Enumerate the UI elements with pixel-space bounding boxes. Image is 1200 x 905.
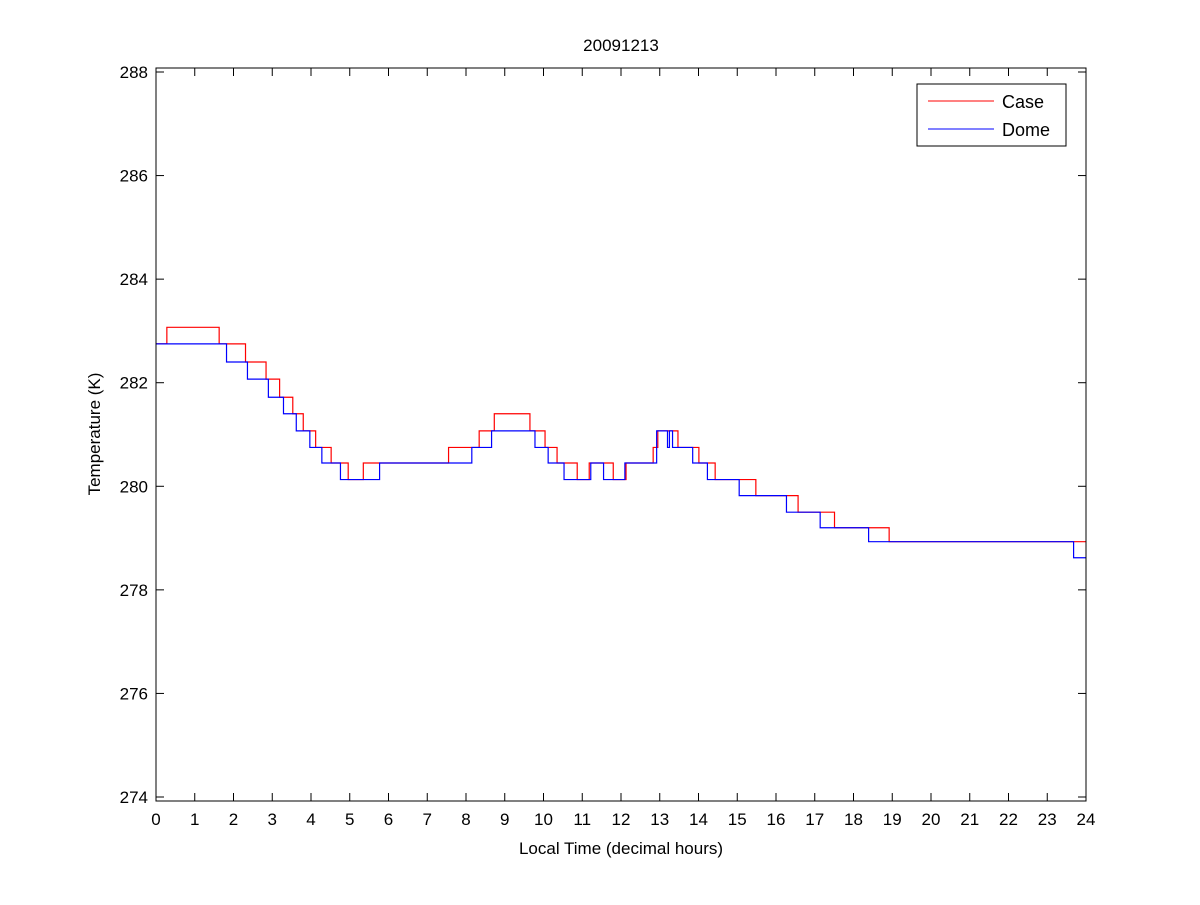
series-line-case bbox=[156, 326, 1086, 543]
x-tick-label: 0 bbox=[151, 810, 160, 829]
y-tick-label: 278 bbox=[120, 581, 148, 600]
x-tick-label: 22 bbox=[999, 810, 1018, 829]
x-tick-label: 14 bbox=[689, 810, 708, 829]
x-tick-label: 19 bbox=[883, 810, 902, 829]
chart-title: 20091213 bbox=[583, 36, 659, 55]
x-tick-label: 20 bbox=[922, 810, 941, 829]
y-tick-label: 288 bbox=[120, 63, 148, 82]
x-tick-label: 13 bbox=[650, 810, 669, 829]
x-tick-label: 5 bbox=[345, 810, 354, 829]
x-tick-label: 16 bbox=[767, 810, 786, 829]
x-tick-label: 18 bbox=[844, 810, 863, 829]
x-tick-label: 9 bbox=[500, 810, 509, 829]
x-tick-label: 11 bbox=[573, 810, 591, 829]
x-tick-label: 2 bbox=[229, 810, 238, 829]
x-tick-label: 23 bbox=[1038, 810, 1057, 829]
y-tick-label: 280 bbox=[120, 477, 148, 496]
y-tick-label: 282 bbox=[120, 374, 148, 393]
series-line-dome bbox=[156, 343, 1086, 559]
legend-label-case: Case bbox=[1002, 92, 1044, 112]
y-tick-label: 276 bbox=[120, 684, 148, 703]
x-axis-label: Local Time (decimal hours) bbox=[519, 839, 723, 858]
x-tick-label: 4 bbox=[306, 810, 315, 829]
legend-label-dome: Dome bbox=[1002, 120, 1050, 140]
y-tick-label: 284 bbox=[120, 270, 148, 289]
x-tick-label: 10 bbox=[534, 810, 553, 829]
y-axis-label: Temperature (K) bbox=[85, 373, 104, 496]
x-tick-label: 24 bbox=[1077, 810, 1096, 829]
y-tick-label: 286 bbox=[120, 167, 148, 186]
x-tick-label: 3 bbox=[268, 810, 277, 829]
x-tick-label: 17 bbox=[805, 810, 824, 829]
legend: Case Dome bbox=[916, 83, 1067, 147]
x-tick-label: 12 bbox=[612, 810, 631, 829]
x-tick-label: 6 bbox=[384, 810, 393, 829]
y-tick-label: 274 bbox=[120, 788, 148, 807]
x-tick-label: 1 bbox=[190, 810, 199, 829]
x-tick-label: 8 bbox=[461, 810, 470, 829]
x-tick-label: 15 bbox=[728, 810, 747, 829]
plot-area bbox=[155, 67, 1087, 802]
x-tick-label: 21 bbox=[960, 810, 979, 829]
x-tick-label: 7 bbox=[423, 810, 432, 829]
